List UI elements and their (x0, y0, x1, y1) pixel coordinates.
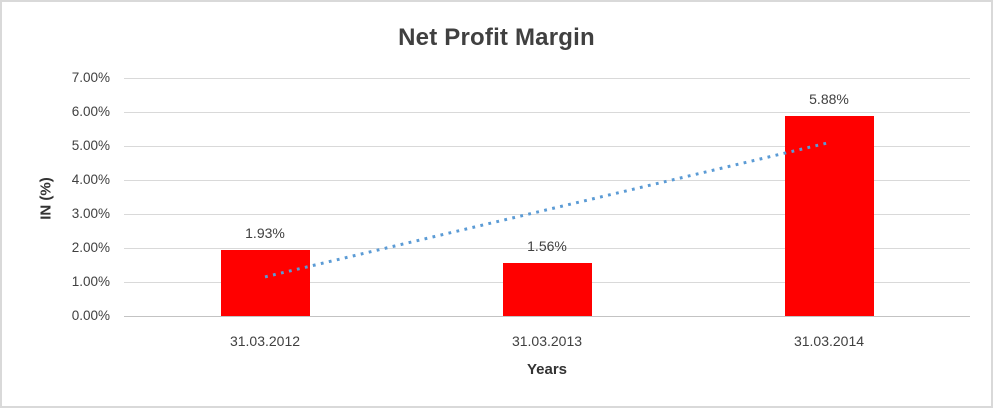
data-label: 1.56% (527, 237, 567, 254)
bar-31.03.2014 (784, 116, 874, 316)
y-tick-label: 2.00% (71, 240, 110, 255)
x-tick-label: 31.03.2014 (793, 333, 865, 349)
trendline (264, 141, 830, 279)
y-tick-label: 3.00% (71, 206, 110, 221)
gridline (124, 111, 970, 113)
x-tick-label: 31.03.2013 (511, 333, 583, 349)
data-label: 5.88% (809, 91, 849, 108)
x-tick-label: 31.03.2012 (229, 333, 301, 349)
data-label: 1.93% (245, 225, 285, 242)
gridline (124, 77, 970, 79)
y-tick-label: 1.00% (71, 274, 110, 289)
y-tick-label: 4.00% (71, 172, 110, 187)
gridline (124, 315, 970, 317)
y-tick-label: 7.00% (71, 70, 110, 85)
x-axis-title: Years (526, 361, 568, 378)
bar-31.03.2013 (502, 262, 592, 316)
y-tick-label: 0.00% (71, 308, 110, 323)
y-tick-label: 5.00% (71, 138, 110, 153)
bar-31.03.2012 (220, 250, 310, 316)
y-tick-label: 6.00% (71, 104, 110, 119)
chart-title: Net Profit Margin (398, 24, 595, 51)
y-axis-title: IN (%) (37, 177, 55, 220)
